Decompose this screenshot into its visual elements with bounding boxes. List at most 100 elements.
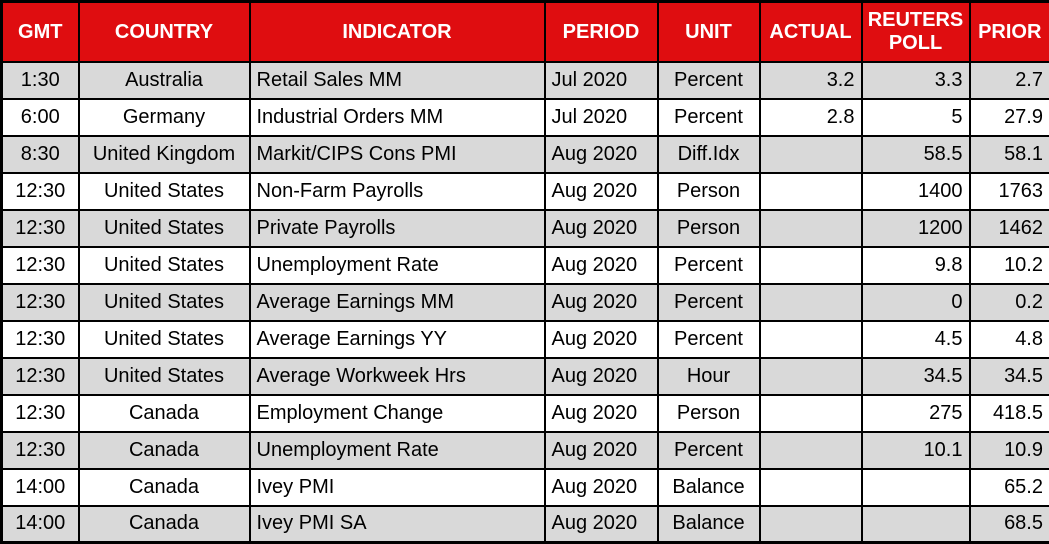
cell-indicator: Unemployment Rate: [250, 247, 545, 284]
cell-reuters-poll: 10.1: [862, 432, 970, 469]
header-row: GMT COUNTRY INDICATOR PERIOD UNIT ACTUAL…: [2, 2, 1049, 62]
cell-prior: 2.7: [970, 62, 1049, 99]
cell-period: Aug 2020: [545, 469, 658, 506]
cell-prior: 0.2: [970, 284, 1049, 321]
cell-reuters-poll: 4.5: [862, 321, 970, 358]
cell-reuters-poll: 0: [862, 284, 970, 321]
cell-actual: [760, 247, 862, 284]
column-header-prior: PRIOR: [970, 2, 1049, 62]
cell-unit: Person: [658, 395, 760, 432]
cell-actual: [760, 506, 862, 543]
cell-actual: [760, 395, 862, 432]
cell-prior: 65.2: [970, 469, 1049, 506]
column-header-period: PERIOD: [545, 2, 658, 62]
cell-actual: 2.8: [760, 99, 862, 136]
cell-period: Aug 2020: [545, 247, 658, 284]
cell-gmt: 12:30: [2, 321, 79, 358]
column-header-gmt: GMT: [2, 2, 79, 62]
cell-actual: [760, 173, 862, 210]
column-header-unit: UNIT: [658, 2, 760, 62]
cell-prior: 34.5: [970, 358, 1049, 395]
cell-gmt: 12:30: [2, 395, 79, 432]
cell-unit: Balance: [658, 506, 760, 543]
cell-actual: 3.2: [760, 62, 862, 99]
cell-period: Jul 2020: [545, 62, 658, 99]
cell-gmt: 12:30: [2, 284, 79, 321]
cell-gmt: 1:30: [2, 62, 79, 99]
cell-country: Australia: [79, 62, 250, 99]
cell-actual: [760, 358, 862, 395]
cell-gmt: 12:30: [2, 210, 79, 247]
cell-country: United States: [79, 173, 250, 210]
cell-country: United States: [79, 247, 250, 284]
cell-unit: Balance: [658, 469, 760, 506]
cell-unit: Percent: [658, 284, 760, 321]
cell-country: United Kingdom: [79, 136, 250, 173]
cell-reuters-poll: 1200: [862, 210, 970, 247]
cell-unit: Person: [658, 210, 760, 247]
cell-gmt: 12:30: [2, 173, 79, 210]
cell-unit: Percent: [658, 321, 760, 358]
cell-gmt: 14:00: [2, 506, 79, 543]
cell-indicator: Average Earnings YY: [250, 321, 545, 358]
cell-period: Aug 2020: [545, 432, 658, 469]
cell-indicator: Retail Sales MM: [250, 62, 545, 99]
cell-reuters-poll: [862, 469, 970, 506]
cell-indicator: Markit/CIPS Cons PMI: [250, 136, 545, 173]
cell-prior: 1462: [970, 210, 1049, 247]
cell-country: United States: [79, 284, 250, 321]
cell-period: Aug 2020: [545, 395, 658, 432]
cell-actual: [760, 321, 862, 358]
cell-actual: [760, 284, 862, 321]
cell-prior: 10.2: [970, 247, 1049, 284]
cell-prior: 68.5: [970, 506, 1049, 543]
cell-period: Aug 2020: [545, 506, 658, 543]
cell-country: United States: [79, 358, 250, 395]
cell-country: United States: [79, 321, 250, 358]
cell-unit: Diff.Idx: [658, 136, 760, 173]
cell-gmt: 6:00: [2, 99, 79, 136]
cell-unit: Percent: [658, 99, 760, 136]
cell-indicator: Ivey PMI SA: [250, 506, 545, 543]
cell-prior: 418.5: [970, 395, 1049, 432]
cell-period: Aug 2020: [545, 210, 658, 247]
cell-indicator: Average Earnings MM: [250, 284, 545, 321]
cell-reuters-poll: 5: [862, 99, 970, 136]
cell-period: Aug 2020: [545, 136, 658, 173]
cell-indicator: Industrial Orders MM: [250, 99, 545, 136]
cell-prior: 58.1: [970, 136, 1049, 173]
cell-gmt: 8:30: [2, 136, 79, 173]
cell-period: Aug 2020: [545, 321, 658, 358]
cell-period: Jul 2020: [545, 99, 658, 136]
cell-unit: Person: [658, 173, 760, 210]
cell-gmt: 14:00: [2, 469, 79, 506]
cell-gmt: 12:30: [2, 247, 79, 284]
cell-gmt: 12:30: [2, 358, 79, 395]
cell-reuters-poll: 58.5: [862, 136, 970, 173]
cell-unit: Percent: [658, 247, 760, 284]
cell-indicator: Employment Change: [250, 395, 545, 432]
cell-country: Canada: [79, 432, 250, 469]
cell-period: Aug 2020: [545, 173, 658, 210]
cell-actual: [760, 136, 862, 173]
cell-reuters-poll: 34.5: [862, 358, 970, 395]
cell-indicator: Private Payrolls: [250, 210, 545, 247]
cell-indicator: Ivey PMI: [250, 469, 545, 506]
cell-unit: Hour: [658, 358, 760, 395]
cell-reuters-poll: [862, 506, 970, 543]
cell-country: Canada: [79, 506, 250, 543]
cell-prior: 1763: [970, 173, 1049, 210]
cell-actual: [760, 469, 862, 506]
cell-prior: 4.8: [970, 321, 1049, 358]
table-header: GMT COUNTRY INDICATOR PERIOD UNIT ACTUAL…: [2, 2, 1049, 62]
cell-actual: [760, 210, 862, 247]
